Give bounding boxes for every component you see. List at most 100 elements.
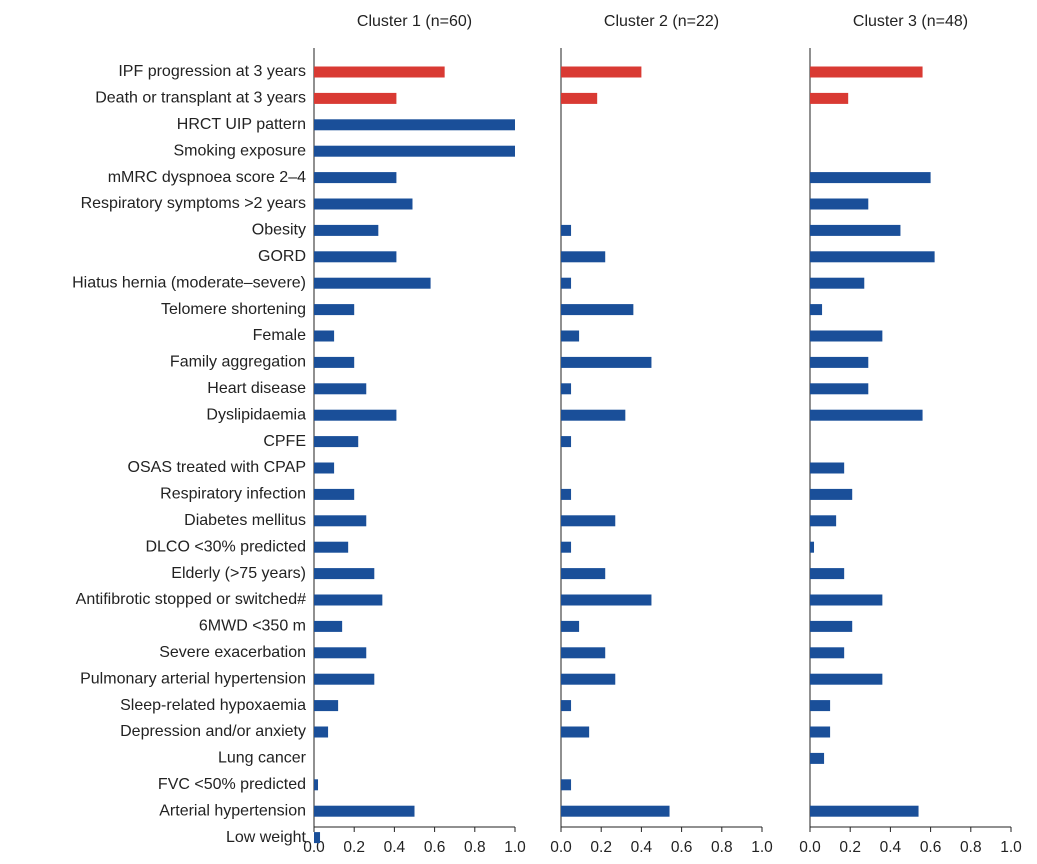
bar <box>561 251 606 263</box>
category-label: Family aggregation <box>170 354 306 371</box>
bar <box>314 172 397 184</box>
bar <box>561 92 598 104</box>
category-label: Pulmonary arterial hypertension <box>80 670 306 687</box>
category-label: DLCO <30% predicted <box>145 538 306 555</box>
category-label: Dyslipidaemia <box>206 406 306 423</box>
bar <box>314 92 397 104</box>
bar <box>810 805 919 817</box>
category-label: HRCT UIP pattern <box>177 116 306 133</box>
bar <box>314 119 515 131</box>
category-label: Elderly (>75 years) <box>171 565 306 582</box>
bar <box>810 66 923 78</box>
bar <box>561 568 606 580</box>
category-label: Smoking exposure <box>173 142 306 159</box>
bar <box>810 462 845 474</box>
category-label: Female <box>253 327 306 344</box>
category-label: IPF progression at 3 years <box>118 63 306 80</box>
bar <box>314 251 397 263</box>
bar <box>810 568 845 580</box>
x-tick-label: 1.0 <box>1000 839 1022 856</box>
x-tick-label: 1.0 <box>751 839 773 856</box>
bar <box>561 620 580 632</box>
x-tick-label: 0.2 <box>839 839 861 856</box>
x-tick-label: 0.0 <box>303 839 325 856</box>
x-tick-label: 0.0 <box>550 839 572 856</box>
bar <box>314 541 349 553</box>
bar <box>810 251 935 263</box>
bar <box>810 647 845 659</box>
category-label: OSAS treated with CPAP <box>128 459 306 476</box>
category-label: CPFE <box>263 433 306 450</box>
bar <box>314 277 431 289</box>
bar <box>314 145 515 157</box>
bar <box>810 515 837 527</box>
bar <box>561 515 616 527</box>
bar <box>810 488 853 500</box>
bar <box>314 568 375 580</box>
category-label: Low weight <box>226 829 307 846</box>
bar <box>561 700 572 712</box>
bar <box>314 673 375 685</box>
bar <box>314 647 367 659</box>
bar <box>561 436 572 448</box>
bar <box>561 383 572 395</box>
bar <box>314 409 397 421</box>
category-label: Diabetes mellitus <box>184 512 306 529</box>
category-label: mMRC dyspnoea score 2–4 <box>108 169 306 186</box>
bar <box>314 779 319 791</box>
bar <box>810 277 865 289</box>
bar <box>561 726 590 738</box>
bar <box>561 224 572 236</box>
category-label: Depression and/or anxiety <box>120 723 306 740</box>
category-label: GORD <box>258 248 306 265</box>
bar <box>561 330 580 342</box>
bar <box>561 304 634 316</box>
x-tick-label: 0.6 <box>920 839 942 856</box>
bar <box>314 436 359 448</box>
bar <box>561 409 626 421</box>
category-label: Telomere shortening <box>161 301 306 318</box>
bar <box>561 356 652 368</box>
bar <box>810 752 825 764</box>
bar <box>810 92 849 104</box>
x-tick-label: 0.6 <box>424 839 446 856</box>
x-tick-label: 0.4 <box>631 839 653 856</box>
bar <box>314 700 339 712</box>
bar <box>314 805 415 817</box>
bar <box>314 594 383 606</box>
bar <box>314 198 413 210</box>
bar <box>314 356 355 368</box>
bar <box>810 594 883 606</box>
x-tick-label: 1.0 <box>504 839 526 856</box>
bar <box>810 620 853 632</box>
bar <box>810 224 901 236</box>
bar <box>314 66 445 78</box>
category-label: 6MWD <350 m <box>199 618 306 635</box>
x-tick-label: 0.0 <box>799 839 821 856</box>
bar <box>314 726 329 738</box>
bar <box>314 462 335 474</box>
x-tick-label: 0.2 <box>343 839 365 856</box>
bar <box>810 356 869 368</box>
bar <box>561 277 572 289</box>
bar <box>561 673 616 685</box>
category-label: Sleep-related hypoxaemia <box>120 697 306 714</box>
bar <box>314 224 379 236</box>
category-label: Antifibrotic stopped or switched# <box>76 591 306 608</box>
bar <box>561 805 670 817</box>
panel-title: Cluster 2 (n=22) <box>604 13 719 30</box>
x-tick-label: 0.2 <box>590 839 612 856</box>
x-tick-label: 0.4 <box>880 839 902 856</box>
category-label: Lung cancer <box>218 750 307 767</box>
category-label: Obesity <box>252 222 306 239</box>
panel-title: Cluster 1 (n=60) <box>357 13 472 30</box>
bar <box>810 541 815 553</box>
category-label: Death or transplant at 3 years <box>95 90 306 107</box>
x-tick-label: 0.8 <box>464 839 486 856</box>
category-label: Hiatus hernia (moderate–severe) <box>72 274 306 291</box>
category-label: Respiratory symptoms >2 years <box>81 195 306 212</box>
bar <box>314 488 355 500</box>
bar <box>561 488 572 500</box>
bar <box>810 673 883 685</box>
